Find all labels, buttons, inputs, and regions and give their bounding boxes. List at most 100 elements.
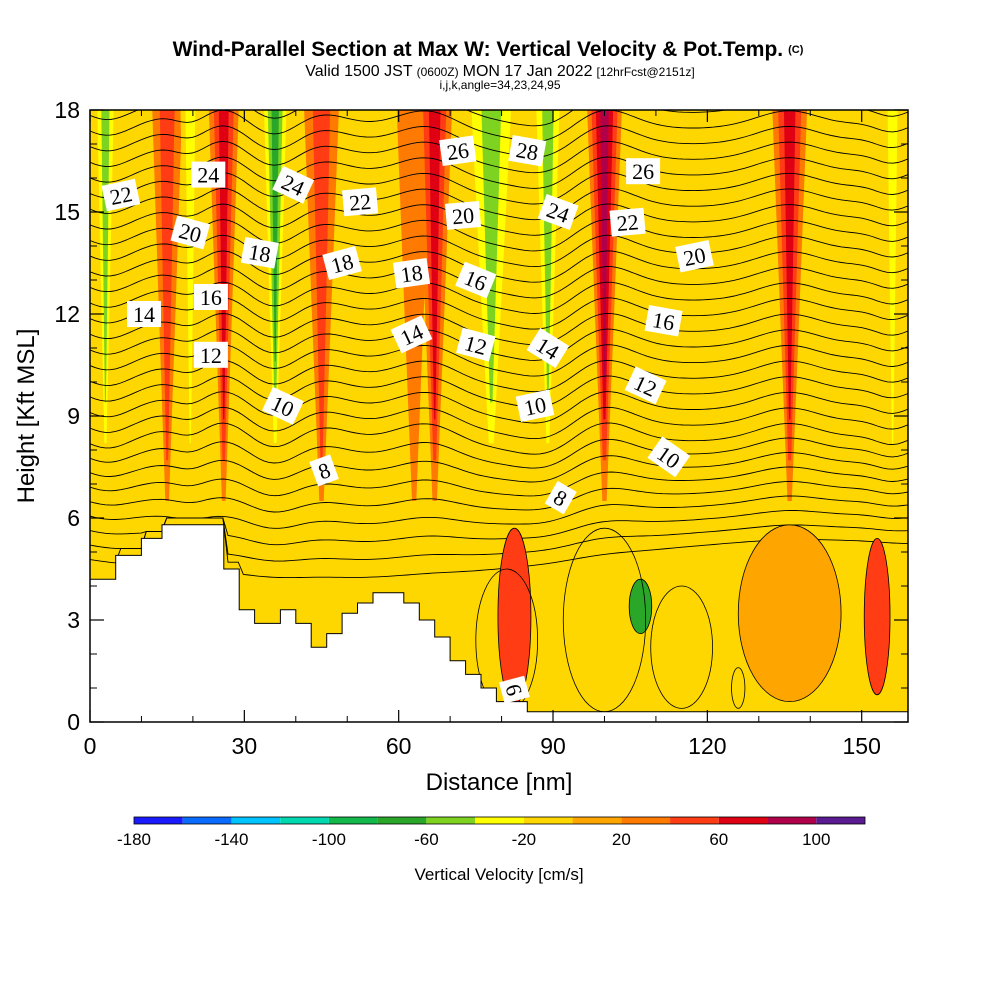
theta-label-20: 12 bbox=[456, 327, 496, 362]
theta-label-box bbox=[455, 261, 497, 299]
colorbar-tick-label: 60 bbox=[709, 830, 728, 849]
colorbar-title: Vertical Velocity [cm/s] bbox=[414, 865, 583, 884]
isentrope bbox=[90, 510, 908, 546]
colorbar-tick-label: -100 bbox=[312, 830, 346, 849]
y-tick-label: 12 bbox=[54, 301, 80, 327]
theta-label-box bbox=[342, 187, 379, 217]
theta-label-text: 28 bbox=[514, 137, 540, 165]
theta-label-text: 22 bbox=[348, 189, 372, 216]
theta-label-text: 18 bbox=[247, 239, 273, 267]
colorbar-tick-label: -140 bbox=[214, 830, 248, 849]
theta-label-box bbox=[624, 366, 667, 405]
theta-label-text: 16 bbox=[200, 285, 222, 310]
theta-label-box bbox=[626, 158, 661, 185]
theta-label-box bbox=[537, 193, 579, 231]
colorbar-swatch-2 bbox=[231, 817, 281, 824]
colorbar-swatch-12 bbox=[718, 817, 768, 824]
isentrope bbox=[90, 422, 908, 455]
colorbar-tick-label: 20 bbox=[612, 830, 631, 849]
theta-label-17: 14 bbox=[127, 301, 161, 327]
theta-label-16: 16 bbox=[193, 284, 228, 310]
isentrope bbox=[90, 375, 908, 408]
colorbar-swatch-3 bbox=[280, 817, 329, 824]
colorbar-swatch-14 bbox=[816, 817, 865, 824]
isentrope bbox=[90, 406, 908, 440]
x-tick-label: 0 bbox=[84, 733, 97, 759]
low-level-cell-1 bbox=[863, 537, 891, 696]
theta-label-box bbox=[544, 480, 577, 515]
isentrope bbox=[90, 234, 908, 268]
colorbar-swatch-8 bbox=[523, 817, 573, 824]
colorbar-tick-label: -180 bbox=[117, 830, 151, 849]
x-tick-label: 30 bbox=[232, 733, 258, 759]
isentrope bbox=[90, 466, 908, 497]
theta-label-box bbox=[170, 215, 211, 250]
wvel-band-0-level-2 bbox=[101, 110, 110, 403]
theta-label-box bbox=[644, 305, 683, 337]
isentrope bbox=[90, 187, 908, 221]
theta-label-29: 6 bbox=[498, 675, 530, 704]
low-level-cell-2 bbox=[628, 578, 653, 635]
low-level-cell-3 bbox=[737, 524, 842, 702]
chart-subtitle: Valid 1500 JST (0600Z) MON 17 Jan 2022 [12h… bbox=[305, 63, 694, 80]
isentrope bbox=[90, 203, 908, 236]
theta-label-box bbox=[272, 165, 315, 204]
isentrope bbox=[90, 250, 908, 283]
colorbar-swatch-13 bbox=[767, 817, 817, 824]
colorbar-swatch-9 bbox=[572, 817, 622, 824]
theta-label-box bbox=[127, 301, 161, 327]
colorbar-swatch-11 bbox=[670, 817, 719, 824]
x-tick-label: 120 bbox=[688, 733, 726, 759]
theta-label-text: 22 bbox=[108, 181, 135, 210]
colorbar-swatch-4 bbox=[328, 817, 378, 824]
colorbar: -180 -140 -100 -60 -20 20 60 100 bbox=[117, 816, 866, 849]
isentrope bbox=[90, 481, 908, 513]
colorbar-tick-label: -60 bbox=[414, 830, 439, 849]
low-level-contour-2 bbox=[731, 667, 746, 709]
theta-label-box bbox=[193, 284, 228, 310]
theta-label-box bbox=[675, 239, 714, 273]
theta-label-5: 28 bbox=[508, 135, 547, 167]
y-tick-label: 3 bbox=[67, 607, 80, 633]
theta-label-25: 10 bbox=[515, 389, 555, 423]
isentrope bbox=[90, 312, 908, 346]
chart-title: Wind-Parallel Section at Max W: Vertical… bbox=[173, 38, 804, 61]
theta-label-box bbox=[456, 327, 496, 362]
isentrope bbox=[90, 125, 908, 158]
isentrope bbox=[90, 495, 908, 529]
theta-label-7: 20 bbox=[170, 215, 211, 250]
theta-label-18: 16 bbox=[644, 305, 683, 337]
isentrope bbox=[90, 437, 908, 469]
theta-label-11: 22 bbox=[609, 207, 646, 237]
colorbar-tick-label: 100 bbox=[802, 830, 830, 849]
colorbar-swatch-5 bbox=[377, 817, 427, 824]
theta-label-3: 22 bbox=[342, 187, 379, 217]
isentrope bbox=[90, 110, 908, 127]
wvel-band-9-level-2 bbox=[428, 110, 441, 420]
theta-label-22: 12 bbox=[193, 341, 228, 368]
theta-label-text: 22 bbox=[616, 209, 640, 236]
theta-label-text: 20 bbox=[681, 242, 708, 271]
isentrope bbox=[90, 281, 908, 314]
theta-label-text: 20 bbox=[451, 202, 475, 229]
wvel-band-11-level-2 bbox=[542, 110, 554, 403]
isentrope bbox=[90, 391, 908, 424]
theta-label-box bbox=[309, 454, 339, 487]
wvel-band-3-level-1 bbox=[185, 110, 196, 444]
wvel-band-12-level-3 bbox=[600, 110, 609, 379]
x-axis-label: Distance [nm] bbox=[426, 769, 573, 796]
isentrope bbox=[90, 219, 908, 252]
theta-label-box bbox=[392, 257, 431, 289]
isentrope bbox=[90, 266, 908, 299]
y-tick-label: 9 bbox=[67, 403, 80, 429]
wvel-band-10-level-2 bbox=[481, 110, 502, 403]
theta-label-box bbox=[526, 327, 570, 369]
low-level-cell-4 bbox=[650, 585, 713, 709]
theta-label-28: 8 bbox=[544, 480, 577, 515]
theta-label-box bbox=[191, 161, 226, 188]
y-tick-label: 0 bbox=[67, 709, 80, 735]
theta-label-0: 22 bbox=[101, 178, 141, 212]
